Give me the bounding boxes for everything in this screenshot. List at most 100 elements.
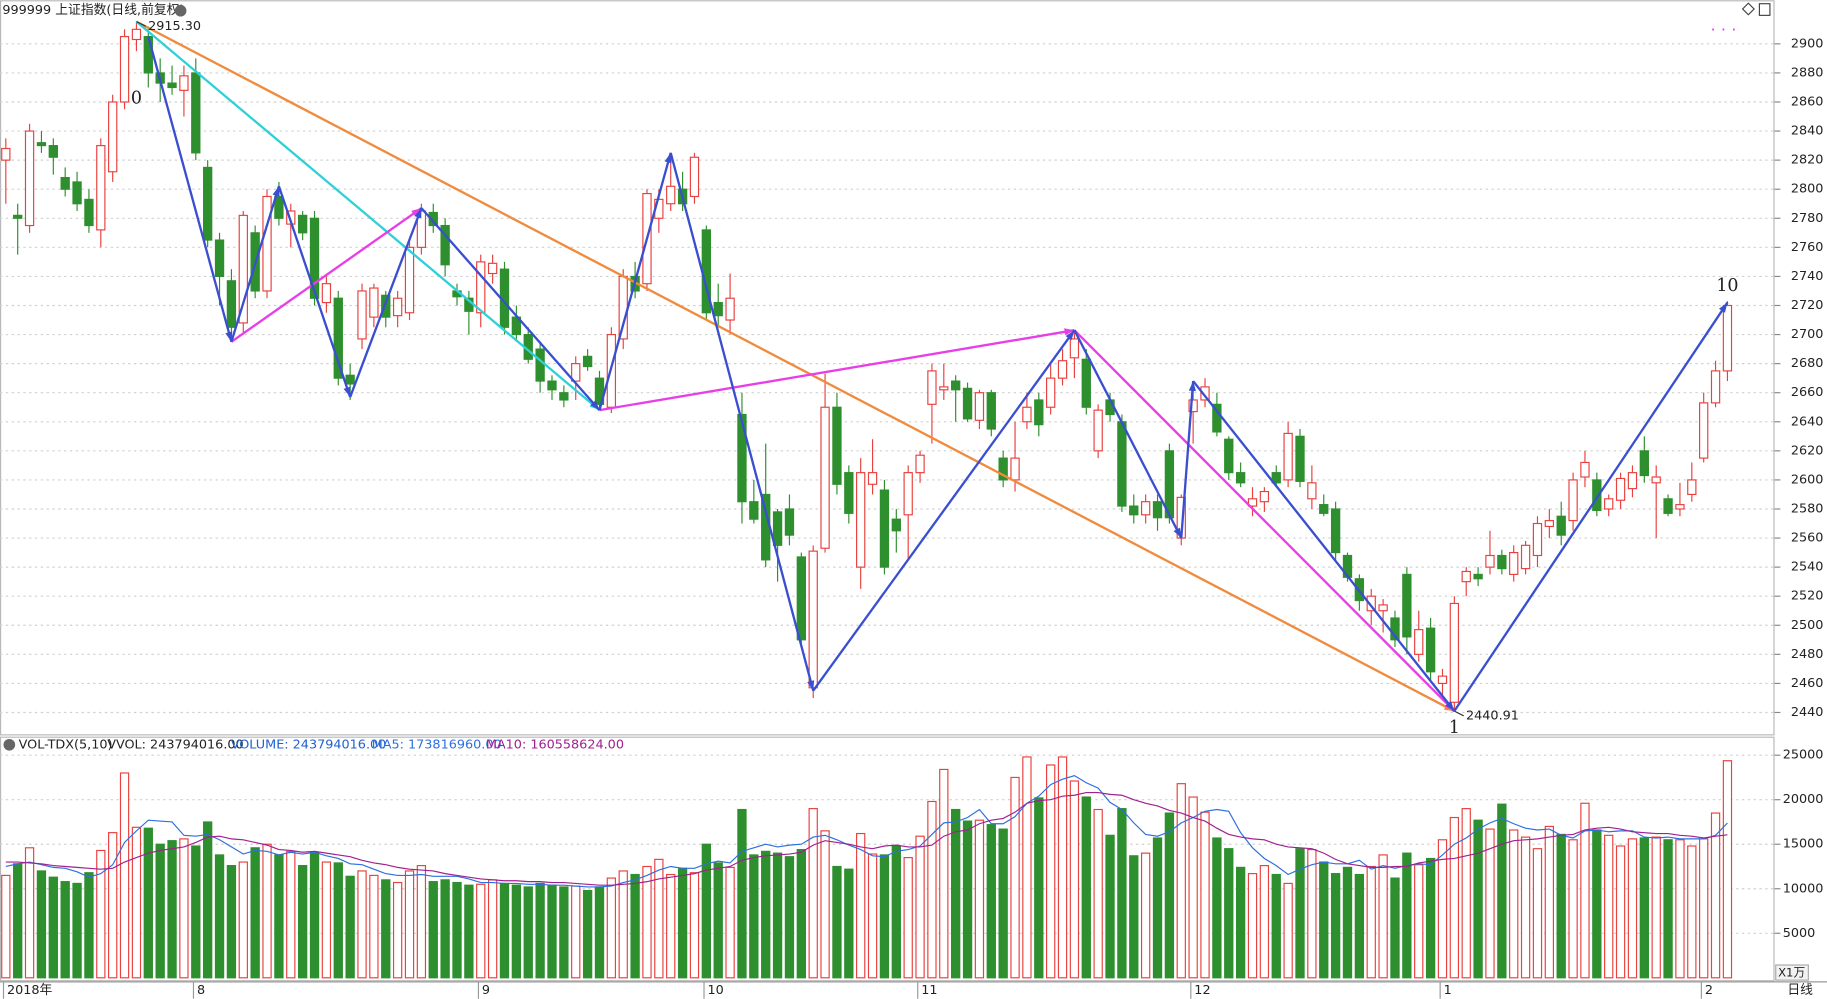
candle-body (1152, 501, 1163, 519)
volume-bar (1651, 836, 1661, 979)
volume-bar (214, 854, 225, 979)
candle-body (666, 185, 676, 205)
diamond-icon[interactable] (1741, 2, 1755, 16)
volume-bar (1402, 852, 1412, 979)
volume-panel (0, 736, 1775, 982)
panel-icon[interactable] (1758, 3, 1771, 16)
candle-body (333, 297, 343, 379)
candle-body (1722, 304, 1733, 372)
candle-body (737, 413, 747, 503)
volume-bar (1425, 857, 1436, 979)
volume-bar (737, 808, 747, 979)
candle-body (226, 280, 237, 328)
candle-body (1627, 472, 1638, 490)
volume-bar (1615, 845, 1626, 979)
volume-bar (84, 872, 94, 979)
candle-body (60, 176, 70, 190)
volume-bar (1556, 833, 1566, 979)
trend-line (1192, 380, 1456, 712)
title-menu-icon[interactable] (174, 4, 187, 17)
trend-line (420, 207, 601, 411)
volume-bar (761, 850, 771, 979)
y-tick-label: 2720 (1791, 298, 1824, 313)
candle-body (915, 454, 925, 474)
volume-bar (1473, 819, 1483, 979)
candle-body (1283, 432, 1293, 481)
volume-bar (1307, 848, 1317, 979)
candle-body (1046, 377, 1056, 408)
candle-body (559, 392, 569, 401)
trend-arrowhead (664, 152, 672, 164)
trend-line (598, 152, 672, 411)
y-tick-label: 2760 (1791, 240, 1824, 255)
candle-body (36, 142, 47, 147)
volume-bar (594, 886, 605, 979)
volume-bar (891, 845, 901, 979)
volume-bar (1710, 812, 1721, 979)
volume-bar (1390, 877, 1400, 979)
volume-bar (1164, 812, 1175, 979)
volume-bar (1437, 839, 1448, 979)
price-panel (0, 0, 1775, 736)
candle-body (1473, 573, 1483, 580)
ma5-line (5, 775, 1728, 888)
volume-bar (962, 820, 973, 979)
candle-body (986, 392, 996, 430)
y-tick-label: 2840 (1791, 124, 1824, 139)
period-tab[interactable]: 日线 (1787, 983, 1813, 998)
volume-bar (1722, 760, 1733, 979)
volume-bar (1212, 837, 1222, 979)
trend-line (147, 36, 233, 343)
candle-body (1307, 482, 1317, 500)
volume-bar (1509, 829, 1519, 979)
volume-bar (749, 854, 759, 979)
vvol-value: VVOL: 243794016.00 (107, 737, 244, 752)
y-tick-label: 2680 (1791, 356, 1824, 371)
trend-line (599, 329, 1075, 412)
candle-body (962, 387, 973, 420)
volume-bar (630, 873, 640, 979)
volume-bar (1, 874, 11, 979)
point-label: 0 (131, 89, 142, 109)
volume-bar (1093, 808, 1103, 979)
y-tick-label: 2660 (1791, 385, 1824, 400)
volume-bar (155, 843, 165, 979)
y-tick-label: 2820 (1791, 153, 1824, 168)
volume-bar (1034, 797, 1044, 979)
candle-body (796, 556, 806, 641)
candle-body (1081, 358, 1091, 408)
volume-bar (1497, 803, 1507, 979)
candle-body (891, 518, 901, 532)
trend-line (230, 207, 423, 343)
candle-body (297, 214, 308, 234)
volume-bar (523, 886, 533, 979)
volume-bar (369, 874, 379, 979)
candle-body (1140, 501, 1151, 516)
candle-body (440, 224, 450, 266)
volume-bar (535, 882, 545, 979)
volume-bar (1485, 828, 1495, 979)
volume-bar (36, 870, 47, 979)
candle-body (1556, 515, 1566, 536)
candle-body (1675, 504, 1685, 510)
volume-bar (464, 884, 474, 979)
volume-bar (1057, 756, 1068, 979)
candle-body (1164, 450, 1175, 519)
volume-menu-icon[interactable] (3, 738, 16, 751)
candle-body (13, 214, 23, 219)
trend-line (349, 207, 423, 398)
volume-bar (1259, 865, 1270, 979)
candle-body (784, 508, 795, 536)
volume-bar (974, 819, 985, 979)
volume-bar (72, 882, 82, 979)
candle-body (535, 348, 545, 382)
trend-line (1073, 329, 1456, 712)
volume-bar (404, 870, 415, 979)
candle-body (238, 214, 248, 324)
volume-bar (1319, 861, 1329, 979)
candle-body (309, 217, 320, 299)
y-tick-label: 2560 (1791, 531, 1824, 546)
volume-bar (939, 768, 949, 979)
trend-arrowhead (807, 680, 815, 691)
